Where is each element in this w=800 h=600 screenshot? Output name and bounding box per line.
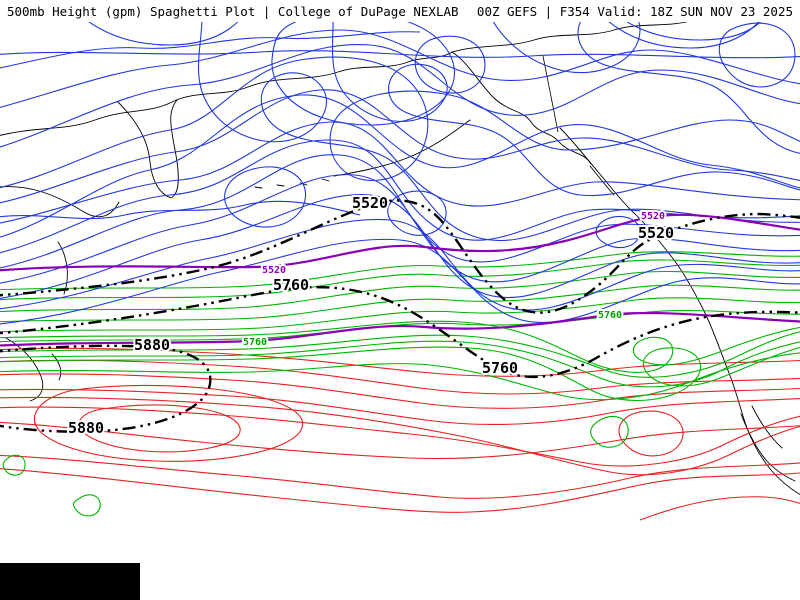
coast-contour-line (117, 99, 179, 199)
title-bar: 500mb Height (gpm) Spaghetti Plot | Coll… (0, 0, 800, 22)
purple-contour-line (0, 311, 800, 347)
red-contour-line (0, 396, 800, 476)
blue-contour-line (197, 0, 800, 241)
green-contour-line (0, 259, 800, 301)
blue-contour-line (387, 190, 447, 236)
red-contour-line (0, 388, 800, 426)
coast-contour-line (451, 19, 695, 53)
green-contour-line (590, 415, 629, 448)
green-contour-line (0, 309, 800, 343)
blue-contour-line (0, 89, 800, 204)
contour-label: 5760 (482, 359, 518, 377)
blue-contour-line (0, 121, 800, 224)
coast-contour-line (51, 353, 62, 381)
coast-contour-line (254, 178, 330, 189)
coast-contour-line (751, 405, 783, 449)
green-contour-line (0, 284, 800, 323)
purple-contour-line (0, 213, 800, 272)
contour-label: 5760 (273, 276, 309, 294)
blue-contour-line (0, 238, 800, 325)
red-contour-line (0, 406, 800, 467)
black-contour-line (0, 285, 800, 379)
nexlab-logo (0, 563, 140, 600)
contour-label: 5760 (598, 310, 622, 321)
red-contour-line (639, 496, 800, 521)
blue-contour-line (718, 22, 796, 88)
blue-contour-line (0, 200, 361, 220)
contour-label: 5760 (243, 337, 267, 348)
blue-contour-line (0, 29, 800, 108)
contour-label: 5520 (638, 224, 674, 242)
red-contour-line (0, 421, 800, 460)
contour-label: 5520 (352, 194, 388, 212)
coast-contour-line (740, 413, 796, 482)
green-contour-line (2, 454, 26, 476)
coast-contour-line (333, 119, 471, 177)
blue-contour-line (0, 50, 800, 59)
green-contour-line (0, 320, 800, 373)
red-contour-line (0, 347, 800, 377)
green-contour-line (0, 297, 800, 333)
red-contour-line (618, 410, 684, 457)
contour-label: 5880 (134, 336, 170, 354)
coast-contour-line (0, 51, 453, 136)
blue-contour-line (0, 154, 800, 269)
red-contour-line (0, 454, 800, 499)
coast-contour-line (0, 186, 120, 218)
black-contour-line (0, 199, 800, 314)
green-contour-line (72, 494, 101, 517)
blue-contour-line (0, 139, 800, 254)
blue-contour-line (0, 174, 800, 284)
black-contour-line (0, 344, 212, 433)
coast-contour-line (451, 51, 592, 165)
contour-label: 5880 (68, 419, 104, 437)
green-contour-line (0, 251, 800, 291)
red-contour-line (0, 373, 800, 409)
green-contour-line (0, 331, 800, 378)
green-contour-line (0, 270, 800, 313)
blue-contour-line (0, 56, 800, 189)
border-contour-line (542, 55, 559, 133)
blue-contour-line (331, 0, 800, 197)
red-contour-line (33, 384, 304, 462)
blue-contour-line (0, 31, 421, 69)
green-contour-line (0, 346, 800, 401)
coast-contour-line (5, 337, 44, 402)
red-contour-line (0, 468, 800, 513)
model-valid-time: 00Z GEFS | F354 Valid: 18Z SUN NOV 23 20… (476, 4, 793, 19)
red-contour-line (0, 359, 800, 395)
coast-contour-line (589, 165, 615, 196)
contour-label: 5520 (641, 211, 665, 222)
blue-contour-line (0, 194, 800, 299)
plot-title: 500mb Height (gpm) Spaghetti Plot | Coll… (7, 4, 459, 19)
contour-label: 5520 (262, 265, 286, 276)
blue-contour-line (0, 94, 800, 238)
blue-contour-line (0, 44, 800, 148)
blue-contour-line (0, 218, 800, 311)
blue-contour-line (224, 166, 307, 228)
blue-contour-line (414, 35, 486, 94)
red-contour-line (78, 404, 241, 453)
